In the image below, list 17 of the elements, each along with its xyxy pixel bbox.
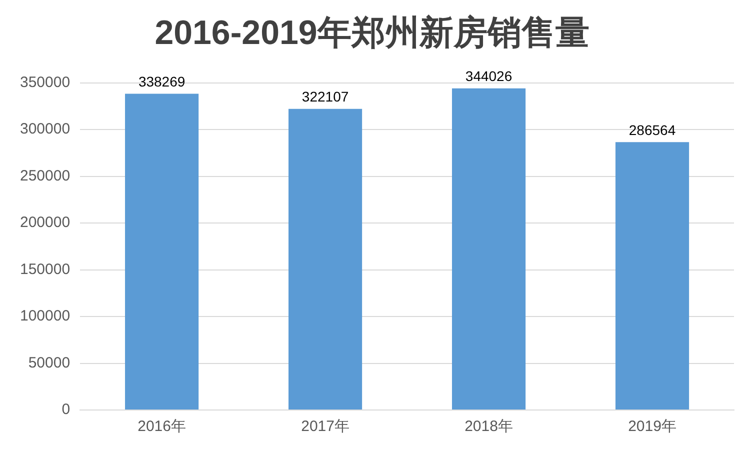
x-tick-label: 2018年 [464,418,513,436]
x-tick-label: 2016年 [138,418,186,436]
y-tick-label: 350000 [20,74,70,91]
y-tick-label: 250000 [20,167,70,184]
y-tick-label: 300000 [20,120,70,138]
data-label: 322107 [302,88,349,105]
data-label: 338269 [138,74,186,90]
y-tick-label: 150000 [20,260,70,278]
y-tick-label: 100000 [20,308,70,325]
y-tick-label: 50000 [28,354,70,372]
data-label: 286564 [628,122,676,138]
data-label: 344026 [465,68,512,84]
chart-title: 2016-2019年郑州新房销售量 [154,14,590,52]
x-tick-label: 2019年 [628,418,676,436]
y-tick-label: 200000 [20,214,70,232]
y-tick-label: 0 [62,401,70,418]
x-tick-label: 2017年 [301,418,350,436]
